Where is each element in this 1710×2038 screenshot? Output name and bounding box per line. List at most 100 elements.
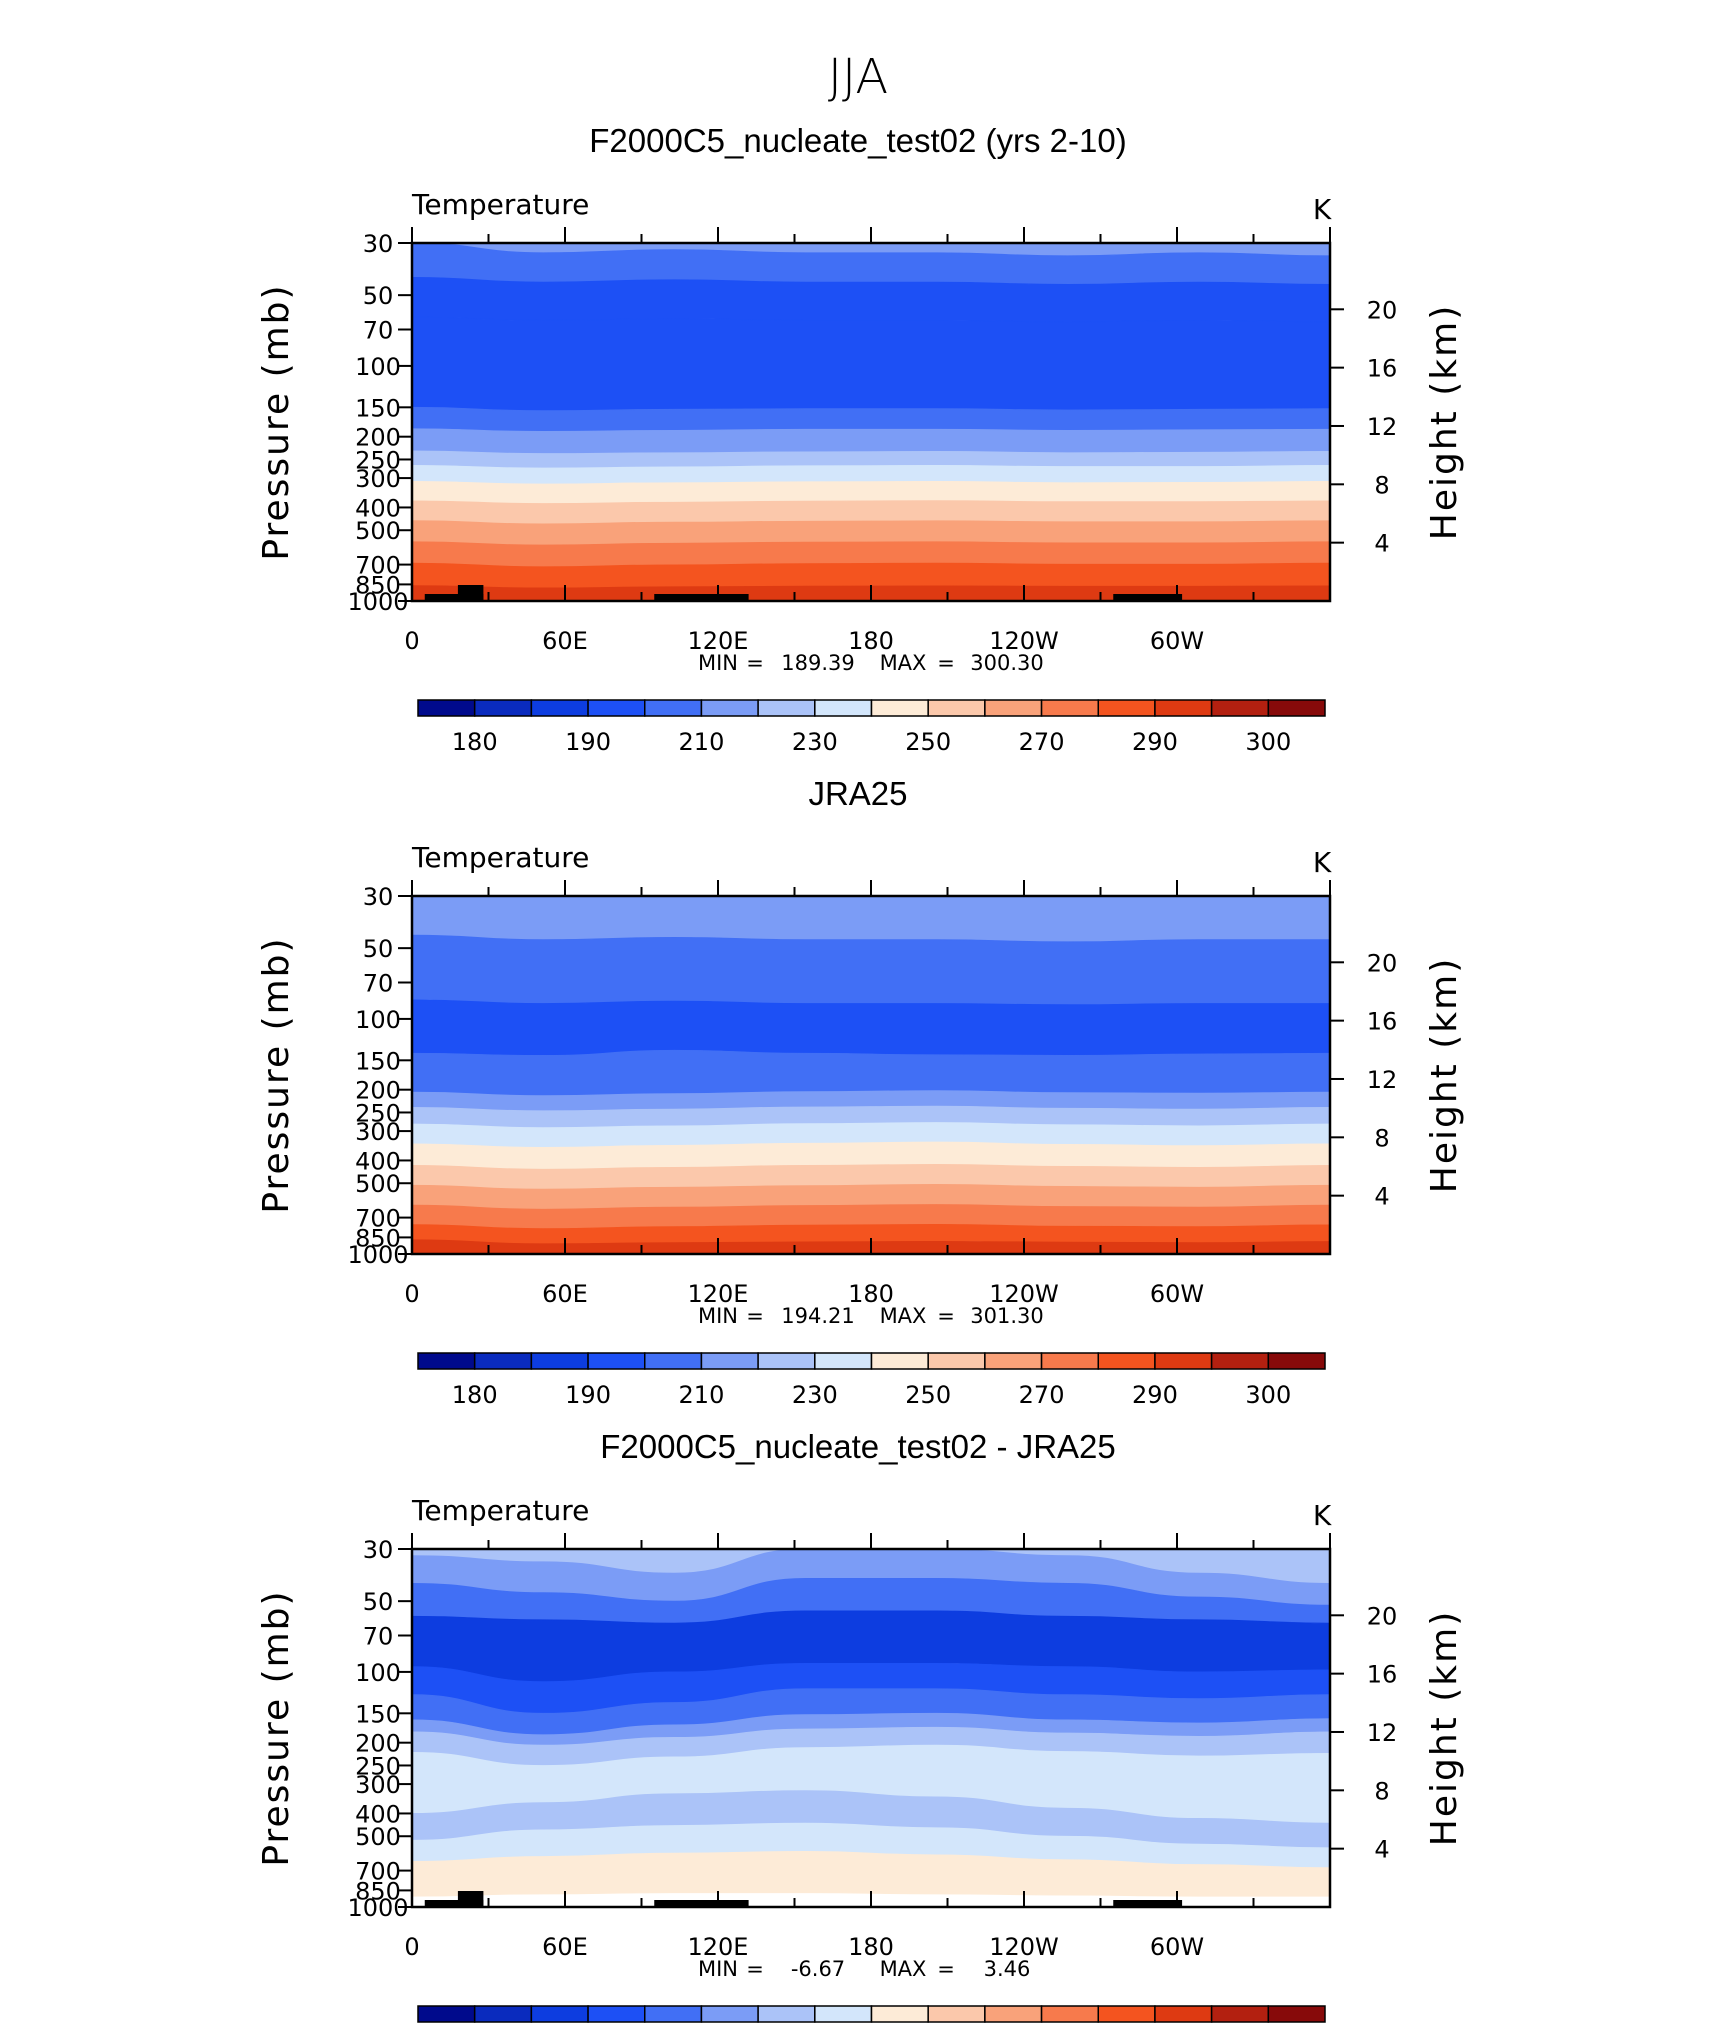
- y-tick-right-label: 12: [1367, 1066, 1398, 1094]
- colorbar-tick-label: 190: [565, 728, 611, 756]
- stat-max-label: MAX: [880, 1957, 927, 1981]
- x-tick-label: 180: [848, 1280, 894, 1308]
- colorbar-box: [473, 699, 533, 717]
- colorbar-tick-label: 7: [1204, 2034, 1219, 2038]
- colorbar-tick-label: 270: [1019, 728, 1065, 756]
- figure-title: JJA: [828, 49, 888, 105]
- topography-block: [457, 1891, 484, 1907]
- y-tick-label: 150: [355, 394, 401, 422]
- x-tick-label: 120E: [688, 1280, 749, 1308]
- y-tick-right-label: 12: [1367, 1719, 1398, 1747]
- topography-block: [424, 1900, 463, 1907]
- y-tick-right-label: 16: [1367, 355, 1398, 383]
- colorbar-box: [1210, 2005, 1270, 2023]
- topography-block: [654, 594, 749, 601]
- y-tick-label: 30: [363, 883, 394, 911]
- colorbar-box: [870, 2005, 929, 2023]
- panels: F2000C5_nucleate_test02 (yrs 2-10)Temper…: [256, 122, 1465, 2038]
- contour-band: [412, 896, 1330, 943]
- y-tick-label: 250: [355, 1752, 401, 1780]
- topography-block: [1113, 594, 1183, 601]
- colorbar-box: [870, 699, 929, 717]
- y-tick-label: 30: [363, 230, 394, 258]
- x-tick-label: 120W: [989, 1933, 1059, 1961]
- y-tick-label: 700: [355, 552, 401, 580]
- y-tick-label: 700: [355, 1205, 401, 1233]
- contour-band: [412, 1049, 1330, 1097]
- colorbar-tick-label: 2: [977, 2034, 992, 2038]
- colorbar-box: [587, 1352, 646, 1370]
- stat-min-value: -6.67: [791, 1957, 845, 1981]
- stat-max-value: 300.30: [970, 651, 1043, 675]
- stat-max-label: MAX: [880, 651, 927, 675]
- y-tick-label: 300: [355, 465, 401, 493]
- y-tick-label: 300: [355, 1118, 401, 1146]
- colorbar-box: [587, 699, 646, 717]
- contour-band: [412, 428, 1330, 454]
- stat-min-value: 194.21: [781, 1304, 854, 1328]
- colorbar-tick-label: 5: [1147, 2034, 1162, 2038]
- colorbar-box: [757, 2005, 816, 2023]
- colorbar-box: [1267, 699, 1326, 717]
- colorbar-box: [984, 1352, 1043, 1370]
- colorbar-box: [927, 2005, 986, 2023]
- stat-max-value: 301.30: [970, 1304, 1043, 1328]
- y-tick-label: 200: [355, 424, 401, 452]
- stat-max-label: MAX: [880, 1304, 927, 1328]
- y-tick-label: 50: [363, 935, 394, 963]
- colorbar-tick-label: −3: [684, 2034, 719, 2038]
- x-tick-label: 180: [848, 1933, 894, 1961]
- variable-label: Temperature: [411, 188, 589, 221]
- y-tick-label: 100: [355, 1006, 401, 1034]
- colorbar-box: [644, 2005, 703, 2023]
- x-tick-label: 60W: [1150, 1933, 1204, 1961]
- panel-title: JRA25: [808, 775, 907, 812]
- stat-max-value: 3.46: [984, 1957, 1031, 1981]
- colorbar-box: [587, 2005, 646, 2023]
- colorbar-box: [1040, 2005, 1099, 2023]
- colorbar-box: [644, 1352, 703, 1370]
- colorbar-box: [927, 699, 986, 717]
- colorbar-tick-label: 270: [1019, 1381, 1065, 1409]
- contour-field: [412, 1549, 1330, 1897]
- y-tick-label: 850: [355, 1877, 401, 1905]
- panel-title: F2000C5_nucleate_test02 (yrs 2-10): [589, 122, 1126, 159]
- colorbar-box: [1097, 1352, 1156, 1370]
- contour-band: [412, 520, 1330, 546]
- colorbar-tick-label: −2: [740, 2034, 775, 2038]
- colorbar-box: [473, 1352, 533, 1370]
- y-tick-label: 150: [355, 1047, 401, 1075]
- y-tick-right-label: 4: [1374, 1183, 1389, 1211]
- x-tick-label: 60W: [1150, 1280, 1204, 1308]
- colorbar-box: [1154, 2005, 1213, 2023]
- y-tick-label: 1000: [347, 1894, 408, 1922]
- colorbar-box: [530, 2005, 589, 2023]
- colorbar-box: [700, 699, 759, 717]
- colorbar-tick-label: −1: [797, 2034, 832, 2038]
- units-label: K: [1313, 193, 1332, 226]
- y-tick-label: 250: [355, 1099, 401, 1127]
- colorbar-tick-label: 3: [1034, 2034, 1049, 2038]
- y-tick-label: 200: [355, 1077, 401, 1105]
- y-tick-right-label: 8: [1374, 1777, 1389, 1805]
- colorbar-box: [1210, 699, 1270, 717]
- y-tick-label: 30: [363, 1536, 394, 1564]
- x-tick-label: 120W: [989, 1280, 1059, 1308]
- y-tick-right-label: 8: [1374, 1124, 1389, 1152]
- y-axis-title: Pressure (mb): [256, 1589, 297, 1866]
- contour-band: [412, 999, 1330, 1056]
- colorbar-tick-label: 180: [452, 728, 498, 756]
- colorbar-box: [1097, 2005, 1156, 2023]
- colorbar-box: [814, 2005, 873, 2023]
- stat-min-label: MIN: [698, 1957, 738, 1981]
- x-tick-label: 60E: [542, 627, 588, 655]
- y-axis-title-right: Height (km): [1424, 957, 1465, 1193]
- topography-block: [457, 585, 484, 601]
- y-tick-right-label: 4: [1374, 1836, 1389, 1864]
- colorbar-tick-label: 290: [1132, 728, 1178, 756]
- colorbar-box: [473, 2005, 533, 2023]
- contour-field: [412, 896, 1330, 1254]
- stat-min-value: 189.39: [781, 651, 854, 675]
- colorbar-box: [417, 699, 476, 717]
- y-tick-right-label: 16: [1367, 1661, 1398, 1689]
